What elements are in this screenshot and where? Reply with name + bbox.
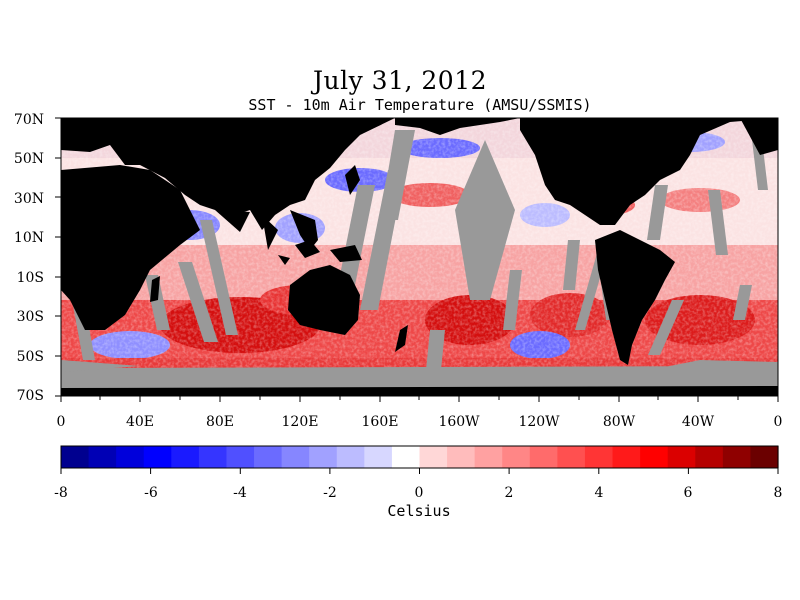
colorbar-swatch bbox=[557, 446, 586, 468]
lon-label-0-left: 0 bbox=[57, 414, 66, 430]
colorbar-swatch bbox=[474, 446, 503, 468]
colorbar-swatch bbox=[502, 446, 531, 468]
colorbar-swatch bbox=[750, 446, 779, 468]
colorbar-label-neg6: -6 bbox=[144, 485, 158, 501]
colorbar-swatch bbox=[584, 446, 614, 468]
colorbar-swatch bbox=[529, 446, 558, 468]
colorbar-swatch bbox=[309, 446, 338, 468]
colorbar-swatch bbox=[116, 446, 145, 468]
lat-label-30s: 30S bbox=[17, 309, 44, 325]
colorbar-swatch bbox=[254, 446, 283, 468]
lon-label-160w: 160W bbox=[438, 414, 480, 430]
lon-label-0-right: 0 bbox=[774, 414, 783, 430]
colorbar-swatch bbox=[722, 446, 752, 468]
continents bbox=[61, 118, 778, 396]
colorbar: -8 -6 -4 -2 0 2 4 6 8 bbox=[54, 445, 783, 501]
lat-label-70n: 70N bbox=[14, 112, 44, 128]
colorbar-label-2: 2 bbox=[505, 485, 514, 501]
colorbar-swatch bbox=[226, 446, 255, 468]
colorbar-swatch bbox=[171, 446, 200, 468]
lat-label-50n: 50N bbox=[14, 151, 44, 167]
lon-label-80e: 80E bbox=[206, 414, 234, 430]
latitude-axis: 70N 50N 30N 10N 10S 30S 50S 70S bbox=[14, 112, 61, 404]
longitude-axis: 0 40E 80E 120E 160E 160W 120W 80W 40W 0 bbox=[57, 396, 783, 430]
colorbar-swatch bbox=[88, 446, 117, 468]
colorbar-label-0: 0 bbox=[415, 485, 424, 501]
colorbar-label-4: 4 bbox=[595, 485, 604, 501]
colorbar-swatches bbox=[61, 446, 779, 468]
lat-label-70s: 70S bbox=[17, 388, 44, 404]
lon-label-40e: 40E bbox=[126, 414, 154, 430]
colorbar-swatch bbox=[612, 446, 641, 468]
colorbar-swatch bbox=[695, 446, 724, 468]
colorbar-swatch bbox=[391, 446, 421, 468]
lon-label-80w: 80W bbox=[603, 414, 636, 430]
colorbar-label-6: 6 bbox=[684, 485, 693, 501]
colorbar-swatch bbox=[667, 446, 696, 468]
colorbar-units-label: Celsius bbox=[387, 502, 451, 520]
lat-label-10n: 10N bbox=[14, 230, 44, 246]
colorbar-swatch bbox=[281, 446, 310, 468]
colorbar-label-neg8: -8 bbox=[54, 485, 68, 501]
colorbar-swatch bbox=[364, 446, 393, 468]
colorbar-label-8: 8 bbox=[774, 485, 783, 501]
colorbar-swatch bbox=[61, 446, 90, 468]
colorbar-swatch bbox=[198, 446, 228, 468]
colorbar-swatch bbox=[336, 446, 365, 468]
colorbar-swatch bbox=[640, 446, 669, 468]
lat-label-10s: 10S bbox=[17, 270, 44, 286]
colorbar-label-neg2: -2 bbox=[323, 485, 337, 501]
colorbar-swatch bbox=[447, 446, 476, 468]
map-subtitle: SST - 10m Air Temperature (AMSU/SSMIS) bbox=[248, 96, 592, 114]
colorbar-label-neg4: -4 bbox=[233, 485, 247, 501]
lon-label-120w: 120W bbox=[518, 414, 560, 430]
lat-label-30n: 30N bbox=[14, 191, 44, 207]
map-field bbox=[61, 118, 778, 396]
colorbar-swatch bbox=[419, 446, 448, 468]
lon-label-120e: 120E bbox=[282, 414, 319, 430]
lat-label-50s: 50S bbox=[17, 349, 44, 365]
lon-label-160e: 160E bbox=[362, 414, 399, 430]
lon-label-40w: 40W bbox=[682, 414, 715, 430]
colorbar-swatch bbox=[143, 446, 172, 468]
map-title: July 31, 2012 bbox=[312, 66, 488, 95]
colorbar-ticks bbox=[60, 468, 779, 474]
